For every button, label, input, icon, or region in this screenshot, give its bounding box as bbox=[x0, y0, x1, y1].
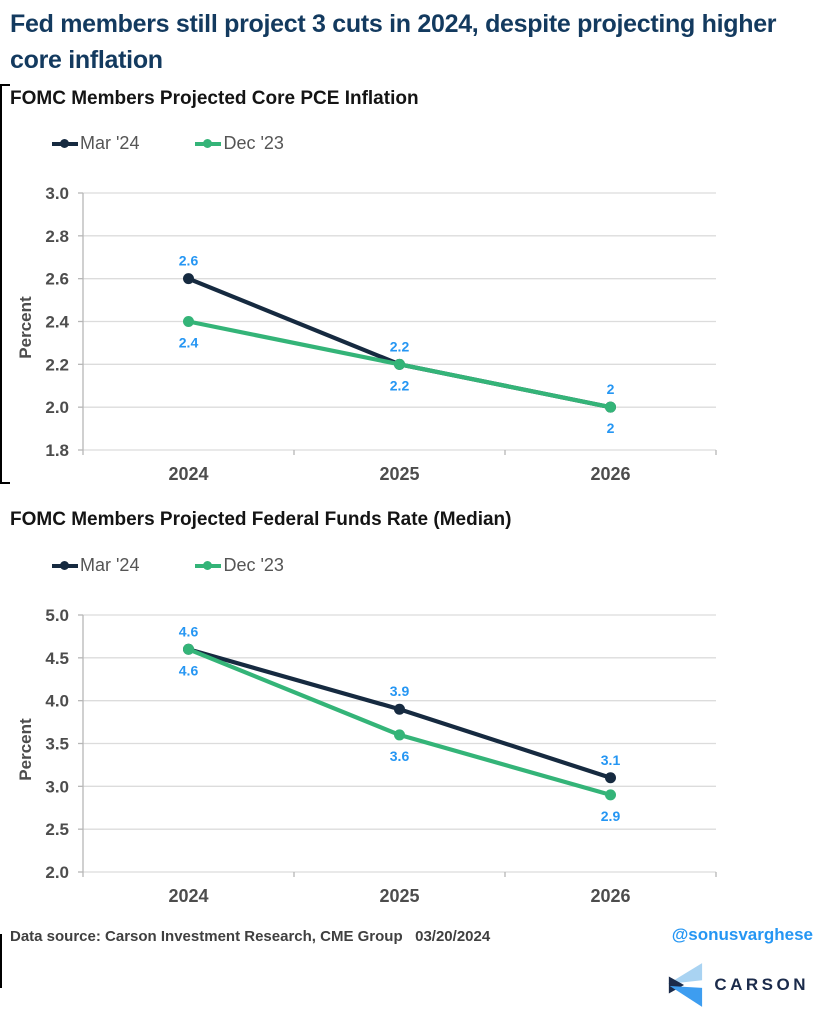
page-title: Fed members still project 3 cuts in 2024… bbox=[10, 10, 777, 74]
svg-text:3.9: 3.9 bbox=[390, 683, 410, 699]
svg-text:2.9: 2.9 bbox=[601, 808, 621, 824]
line-dot-marker-icon bbox=[195, 139, 222, 149]
svg-text:2.2: 2.2 bbox=[390, 377, 410, 393]
chart-title-fed-funds: FOMC Members Projected Federal Funds Rat… bbox=[10, 509, 512, 530]
svg-text:2.6: 2.6 bbox=[179, 253, 199, 269]
svg-text:2024: 2024 bbox=[168, 886, 208, 906]
carson-logo-text: CARSON bbox=[714, 975, 809, 994]
svg-text:2024: 2024 bbox=[168, 464, 208, 484]
legend-fed-funds: Mar '24 Dec '23 bbox=[52, 555, 284, 576]
chart-title-core-pce: FOMC Members Projected Core PCE Inflatio… bbox=[10, 88, 419, 109]
carson-logo: CARSON bbox=[666, 962, 809, 1008]
svg-text:2.4: 2.4 bbox=[179, 335, 199, 351]
left-edge-line-top bbox=[0, 84, 10, 484]
legend-label: Mar '24 bbox=[80, 133, 140, 153]
line-dot-marker-icon bbox=[195, 561, 222, 571]
svg-text:3.5: 3.5 bbox=[45, 735, 69, 754]
twitter-handle: @sonusvarghese bbox=[671, 925, 813, 944]
legend-label: Dec '23 bbox=[223, 555, 284, 575]
svg-text:3.6: 3.6 bbox=[390, 748, 410, 764]
svg-text:4.0: 4.0 bbox=[45, 692, 69, 711]
svg-text:2.5: 2.5 bbox=[45, 820, 69, 839]
legend-label: Dec '23 bbox=[223, 133, 284, 153]
svg-text:3.0: 3.0 bbox=[45, 184, 69, 203]
svg-text:5.0: 5.0 bbox=[45, 606, 69, 625]
svg-text:Percent: Percent bbox=[16, 718, 35, 781]
svg-text:2.0: 2.0 bbox=[45, 863, 69, 882]
line-dot-marker-icon bbox=[52, 139, 78, 149]
svg-text:2026: 2026 bbox=[590, 886, 630, 906]
svg-text:Percent: Percent bbox=[16, 296, 35, 359]
svg-text:4.6: 4.6 bbox=[179, 662, 199, 678]
legend-label: Mar '24 bbox=[80, 555, 140, 575]
svg-text:2: 2 bbox=[607, 420, 615, 436]
svg-text:2025: 2025 bbox=[379, 886, 419, 906]
data-source-text: Data source: Carson Investment Research,… bbox=[10, 928, 491, 945]
core-pce-inflation-chart: 3.0 2.8 2.6 2.4 2.2 2.0 1.8 2024 2025 2026 Percent… bbox=[16, 184, 717, 484]
legend-item-mar24: Mar '24 bbox=[52, 133, 139, 154]
left-edge-line-bottom bbox=[0, 934, 2, 988]
svg-text:2.2: 2.2 bbox=[45, 355, 69, 374]
legend-item-dec23: Dec '23 bbox=[195, 133, 284, 154]
legend-core-pce: Mar '24 Dec '23 bbox=[52, 133, 284, 154]
line-dot-marker-icon bbox=[52, 561, 78, 571]
svg-text:2.8: 2.8 bbox=[45, 227, 69, 246]
legend-item-mar24: Mar '24 bbox=[52, 555, 139, 576]
svg-text:2025: 2025 bbox=[379, 464, 419, 484]
legend-item-dec23: Dec '23 bbox=[195, 555, 284, 576]
svg-text:2.4: 2.4 bbox=[45, 313, 69, 332]
svg-text:1.8: 1.8 bbox=[45, 441, 69, 460]
svg-text:2026: 2026 bbox=[590, 464, 630, 484]
svg-text:2: 2 bbox=[607, 381, 615, 397]
svg-text:2.0: 2.0 bbox=[45, 398, 69, 417]
svg-text:2.2: 2.2 bbox=[390, 338, 410, 354]
svg-text:3.0: 3.0 bbox=[45, 777, 69, 796]
svg-text:4.5: 4.5 bbox=[45, 649, 69, 668]
carson-logo-icon bbox=[668, 963, 703, 1007]
svg-text:4.6: 4.6 bbox=[179, 623, 199, 639]
svg-text:3.1: 3.1 bbox=[601, 752, 621, 768]
svg-text:2.6: 2.6 bbox=[45, 270, 69, 289]
fed-funds-rate-chart: 5.0 4.5 4.0 3.5 3.0 2.5 2.0 2024 2025 2026 Percent… bbox=[16, 606, 717, 906]
